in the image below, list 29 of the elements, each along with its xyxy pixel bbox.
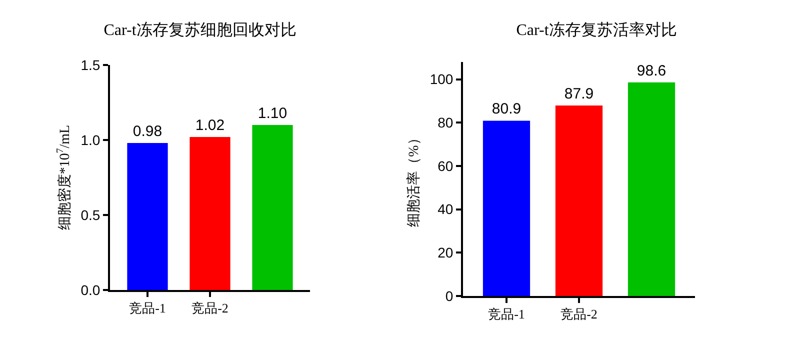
y-tick-label: 0.5 bbox=[80, 206, 100, 223]
bar bbox=[252, 125, 293, 290]
y-tick-label: 20 bbox=[438, 244, 454, 261]
y-tick-label: 1.5 bbox=[80, 56, 100, 73]
data-label: 87.9 bbox=[564, 86, 594, 103]
data-label: 0.98 bbox=[132, 123, 162, 140]
y-tick-label: 0 bbox=[445, 288, 454, 304]
x-tick-label: 竞品-2 bbox=[560, 306, 598, 322]
y-axis-title: 细胞活率（%） bbox=[406, 131, 422, 227]
y-tick-label: 80 bbox=[438, 114, 454, 131]
chart-title: Car-t冻存复苏细胞回收对比 bbox=[104, 21, 296, 40]
data-label: 80.9 bbox=[492, 100, 522, 118]
x-tick-label: 竞品-1 bbox=[129, 300, 166, 316]
y-tick-label: 60 bbox=[438, 158, 454, 174]
y-tick-label: 0.0 bbox=[80, 282, 100, 298]
y-tick-label: 100 bbox=[430, 71, 454, 88]
y-tick-label: 40 bbox=[438, 201, 454, 218]
y-tick-label: 1.0 bbox=[80, 132, 100, 148]
bar bbox=[628, 82, 676, 296]
bar bbox=[555, 106, 603, 296]
x-tick-label: 竞品-2 bbox=[192, 300, 228, 316]
x-tick-label: 竞品-1 bbox=[488, 306, 525, 322]
bar bbox=[127, 143, 168, 290]
bar bbox=[482, 120, 530, 296]
data-label: 1.02 bbox=[195, 117, 225, 134]
data-label: 98.6 bbox=[636, 62, 666, 80]
data-label: 1.10 bbox=[258, 105, 288, 122]
bar bbox=[190, 137, 230, 290]
chart-title: Car-t冻存复苏活率对比 bbox=[516, 21, 677, 40]
